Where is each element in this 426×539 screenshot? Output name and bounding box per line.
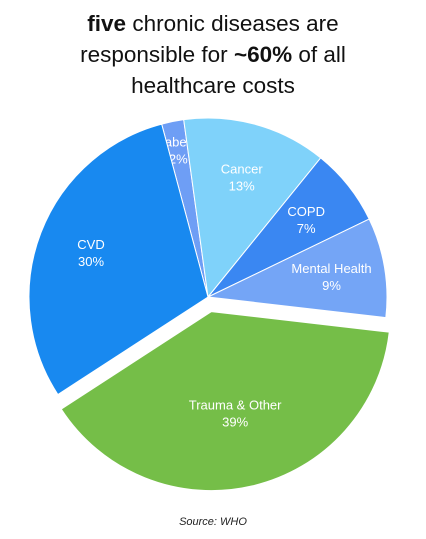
slice-label-cancer: Cancer (221, 161, 264, 176)
title-bold-percent: ~60% (233, 42, 293, 67)
source-note: Source: WHO (179, 516, 247, 528)
slice-value-mental-health: 9% (322, 278, 341, 293)
slice-value-cvd: 30% (78, 254, 104, 269)
slice-label-trauma-other: Trauma & Other (189, 398, 282, 413)
title-line-3: healthcare costs (131, 73, 295, 98)
title-text-1: chronic diseases are (126, 11, 339, 36)
pie-slice-mental-health (206, 218, 388, 319)
title-bold-five: five (87, 11, 127, 36)
slice-label-copd: COPD (287, 204, 325, 219)
chart-title: five chronic diseases are responsible fo… (0, 8, 426, 101)
slice-value-copd: 7% (297, 221, 316, 236)
pie-slice-cvd (28, 123, 209, 396)
title-line-2: responsible for ~60% of all (0, 39, 426, 70)
pie-slice-cancer (183, 117, 322, 299)
slice-label-mental-health: Mental Health (291, 261, 371, 276)
slice-label-cvd: CVD (77, 237, 104, 252)
title-text-3: of all (292, 42, 346, 67)
pie-slice-trauma-other (60, 311, 390, 492)
slice-value-cancer: 13% (229, 178, 255, 193)
title-text-2: responsible for (80, 42, 234, 67)
title-line-1: five chronic diseases are (0, 8, 426, 39)
slice-value-trauma-other: 39% (222, 415, 248, 430)
slice-value-diabetes: 2% (169, 152, 188, 167)
